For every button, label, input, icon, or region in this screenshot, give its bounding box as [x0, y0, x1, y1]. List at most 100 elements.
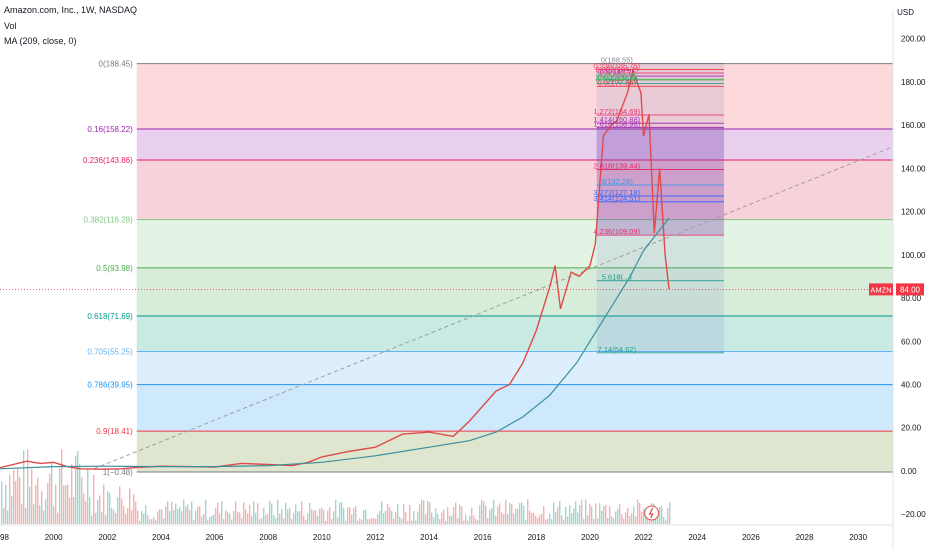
volume-bar: [241, 518, 243, 524]
volume-bar: [299, 511, 301, 524]
volume-bar: [101, 511, 103, 524]
volume-bar: [173, 510, 175, 524]
volume-bar: [641, 511, 643, 524]
volume-bar: [45, 499, 47, 524]
fib-extension-label: 0.786(179.3): [596, 75, 639, 84]
volume-bar: [291, 519, 293, 524]
volume-bar: [51, 462, 53, 524]
volume-bar: [343, 508, 345, 524]
volume-bar: [271, 503, 273, 524]
volume-bar: [639, 502, 641, 524]
volume-bar: [35, 484, 37, 524]
volume-bar: [493, 499, 495, 524]
volume-bar: [121, 498, 123, 524]
volume-bars: [1, 449, 671, 524]
volume-bar: [137, 510, 139, 524]
volume-bar: [23, 450, 25, 524]
event-marker-icon: [644, 505, 660, 521]
volume-bar: [655, 518, 657, 524]
volume-bar: [193, 519, 195, 524]
volume-bar: [399, 516, 401, 524]
volume-bar: [67, 484, 69, 524]
volume-bar: [419, 504, 421, 524]
volume-bar: [395, 511, 397, 524]
volume-bar: [657, 514, 659, 524]
x-tick-label: 2024: [688, 533, 706, 542]
volume-bar: [485, 505, 487, 524]
volume-bar: [167, 501, 169, 524]
volume-bar: [465, 514, 467, 524]
volume-bar: [605, 504, 607, 524]
volume-bar: [127, 507, 129, 524]
fib-extension-label: 4.236(109.09): [593, 227, 640, 236]
volume-bar: [535, 515, 537, 524]
volume-bar: [189, 509, 191, 524]
volume-bar: [359, 518, 361, 524]
volume-bar: [315, 510, 317, 524]
volume-bar: [391, 510, 393, 524]
volume-bar: [581, 499, 583, 524]
volume-bar: [317, 515, 319, 524]
volume-bar: [571, 513, 573, 524]
volume-bar: [633, 506, 635, 524]
fib-level-label: 1(−0.48): [103, 468, 133, 477]
volume-bar: [455, 502, 457, 524]
volume-bar: [607, 518, 609, 524]
volume-bar: [217, 502, 219, 524]
volume-bar: [473, 515, 475, 524]
volume-bar: [591, 506, 593, 524]
volume-bar: [457, 518, 459, 524]
volume-bar: [557, 507, 559, 524]
volume-bar: [89, 497, 91, 524]
volume-bar: [201, 516, 203, 524]
fib-extension-area: [596, 63, 725, 353]
x-tick-label: 2012: [367, 533, 385, 542]
volume-bar: [389, 507, 391, 524]
volume-bar: [199, 506, 201, 524]
x-tick-label: 2004: [152, 533, 170, 542]
volume-bar: [321, 508, 323, 524]
x-tick-label: 2026: [742, 533, 760, 542]
volume-bar: [73, 497, 75, 524]
volume-bar: [229, 513, 231, 524]
volume-bar: [415, 520, 417, 524]
fib-extension-label: 0.5(182.7): [600, 68, 635, 77]
volume-bar: [119, 486, 121, 524]
volume-bar: [123, 506, 125, 524]
volume-legend[interactable]: Vol: [4, 21, 17, 31]
volume-bar: [111, 507, 113, 524]
volume-bar: [545, 519, 547, 524]
volume-bar: [21, 503, 23, 524]
y-tick-label: 160.00: [901, 121, 926, 130]
fib-band: [136, 384, 894, 432]
fib-band: [136, 315, 894, 352]
volume-bar: [9, 474, 11, 524]
volume-bar: [563, 519, 565, 524]
volume-bar: [99, 495, 101, 524]
volume-bar: [283, 518, 285, 524]
volume-bar: [437, 513, 439, 524]
volume-bar: [567, 516, 569, 524]
volume-bar: [479, 505, 481, 524]
fib-extension-label: 3.414(124.51): [593, 194, 640, 203]
volume-bar: [551, 519, 553, 524]
volume-bar: [41, 491, 43, 524]
ma-legend[interactable]: MA (209, close, 0): [4, 36, 77, 46]
volume-bar: [187, 504, 189, 524]
volume-bar: [439, 518, 441, 524]
volume-bar: [277, 499, 279, 524]
volume-bar: [445, 520, 447, 524]
volume-bar: [503, 514, 505, 524]
y-tick-label: 180.00: [901, 78, 926, 87]
volume-bar: [209, 516, 211, 524]
fib-extension-label: 0.236(185.75): [593, 61, 640, 70]
trendline: [93, 146, 894, 470]
volume-bar: [469, 516, 471, 524]
volume-bar: [305, 519, 307, 524]
volume-bar: [319, 508, 321, 524]
volume-bar: [351, 514, 353, 524]
volume-bar: [297, 511, 299, 524]
volume-bar: [499, 503, 501, 524]
volume-bar: [5, 484, 7, 524]
